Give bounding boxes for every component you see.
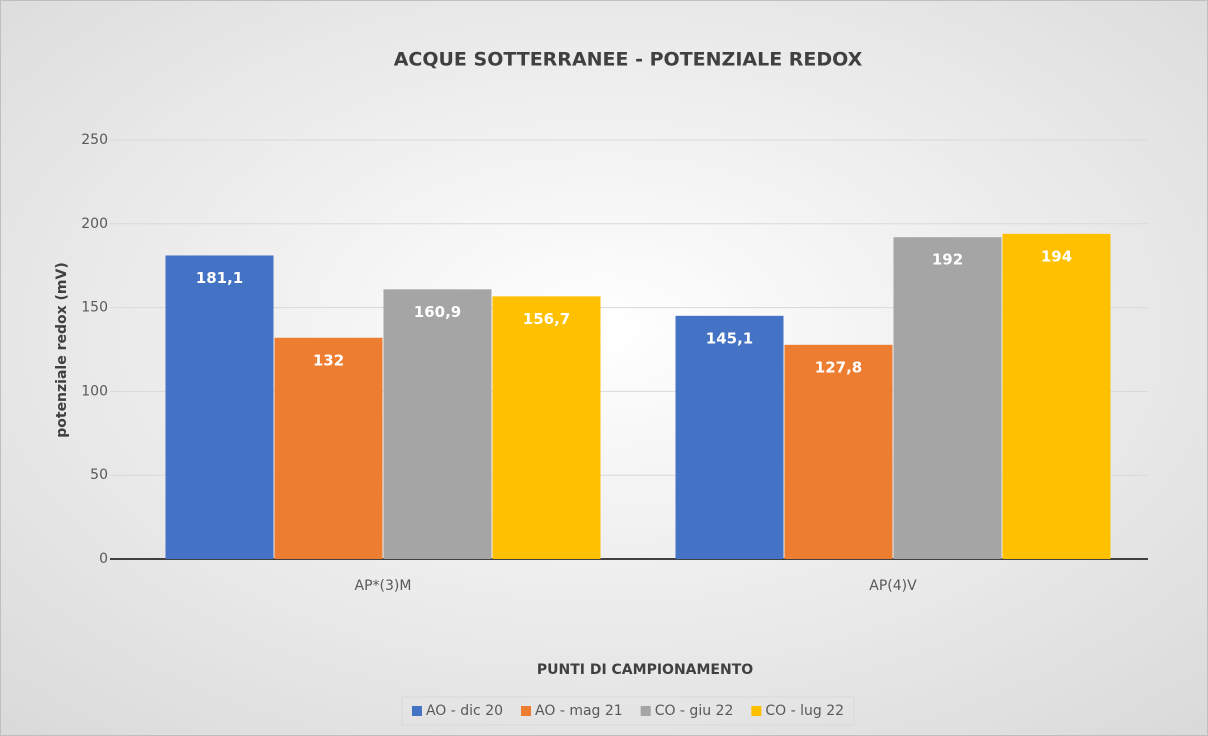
x-axis-title: PUNTI DI CAMPIONAMENTO — [537, 662, 753, 678]
legend-label: CO - giu 22 — [655, 703, 734, 719]
y-tick-label: 200 — [81, 216, 108, 232]
legend-swatch — [751, 706, 762, 716]
legend-item: AO - dic 20 — [411, 703, 503, 719]
data-label: 156,7 — [523, 310, 570, 328]
y-axis-title: potenziale redox (mV) — [54, 262, 70, 438]
bar — [492, 296, 601, 559]
legend-item: AO - mag 21 — [521, 703, 623, 719]
legend-label: AO - mag 21 — [535, 703, 623, 719]
legend-item: CO - lug 22 — [751, 703, 844, 719]
data-label: 181,1 — [196, 269, 243, 287]
y-tick-label: 250 — [81, 132, 108, 148]
legend-box — [401, 696, 855, 726]
data-label: 160,9 — [414, 303, 461, 321]
bar — [893, 237, 1002, 559]
data-label: 192 — [932, 251, 963, 269]
bar — [383, 289, 492, 559]
y-tick-label: 50 — [90, 467, 108, 483]
bar — [1002, 233, 1111, 559]
legend-label: CO - lug 22 — [765, 703, 844, 719]
bar — [274, 337, 383, 559]
bar — [165, 255, 274, 560]
legend-item: CO - giu 22 — [640, 703, 734, 719]
y-tick-label: 0 — [99, 551, 108, 567]
bar — [784, 344, 893, 559]
legend-swatch — [411, 706, 422, 716]
data-label: 194 — [1041, 247, 1072, 265]
x-tick-label: AP*(3)M — [355, 578, 412, 594]
bar — [675, 315, 784, 559]
y-tick-label: 150 — [81, 300, 108, 316]
legend-swatch — [640, 706, 651, 716]
data-label: 127,8 — [815, 358, 862, 376]
x-tick-label: AP(4)V — [869, 578, 917, 594]
chart-title: ACQUE SOTTERRANEE - POTENZIALE REDOX — [394, 49, 863, 71]
data-label: 145,1 — [706, 329, 753, 347]
legend-label: AO - dic 20 — [426, 703, 503, 719]
y-tick-label: 100 — [81, 383, 108, 399]
legend-swatch — [521, 706, 532, 716]
data-label: 132 — [313, 351, 344, 369]
